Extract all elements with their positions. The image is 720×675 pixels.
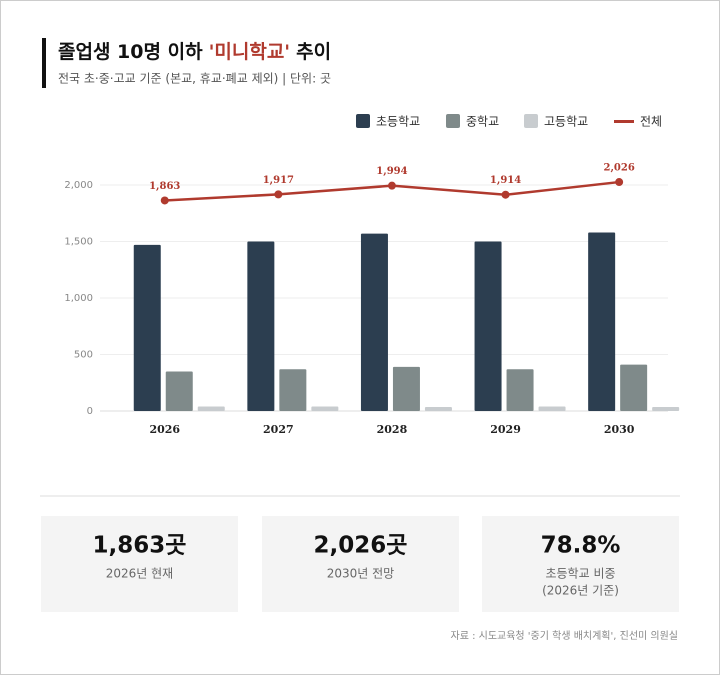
- point: [387, 181, 396, 190]
- bar: [392, 366, 420, 411]
- bar: [588, 232, 616, 411]
- bar: [424, 407, 452, 411]
- legend-label: 중학교: [466, 115, 499, 129]
- point: [615, 178, 624, 187]
- stat-value: 1,863곳: [93, 533, 187, 559]
- value-label: 1,914: [490, 175, 521, 186]
- stat-label: 2026년 현재: [106, 567, 173, 581]
- bar: [197, 406, 225, 411]
- bar: [360, 233, 388, 411]
- subtitle: 전국 초·중·고교 기준 (본교, 휴교·폐교 제외) | 단위: 곳: [58, 72, 331, 86]
- x-tick-label: 2030: [604, 423, 635, 436]
- value-label: 1,863: [149, 181, 180, 192]
- legend-swatch: [614, 120, 634, 123]
- stat-label: 초등학교 비중: [545, 567, 615, 581]
- value-label: 2,026: [603, 163, 634, 174]
- bar: [165, 371, 193, 411]
- point: [274, 190, 283, 199]
- stat-value: 78.8%: [541, 533, 621, 559]
- x-tick-label: 2028: [377, 423, 408, 436]
- title-suffix: 추이: [296, 41, 331, 63]
- bar: [247, 241, 275, 411]
- point: [160, 196, 169, 205]
- bar: [133, 244, 161, 411]
- bar: [652, 407, 680, 411]
- stat-card: [262, 516, 459, 612]
- legend-label: 고등학교: [544, 115, 588, 129]
- legend-label: 초등학교: [376, 115, 420, 129]
- stat-value: 2,026곳: [314, 533, 408, 559]
- title-highlight: '미니학교': [209, 41, 291, 63]
- value-label: 1,917: [263, 175, 294, 186]
- source: 자료 : 시도교육청 '중기 학생 배치계획', 진선미 의원실: [451, 630, 679, 642]
- bar: [538, 406, 566, 411]
- chart-title: 졸업생 10명 이하 '미니학교' 추이: [58, 41, 331, 63]
- title-text: 졸업생 10명 이하: [58, 41, 203, 63]
- y-tick-label: 1,000: [64, 293, 93, 304]
- stat-card: [41, 516, 238, 612]
- x-tick-label: 2027: [263, 423, 294, 436]
- x-tick-label: 2026: [149, 423, 180, 436]
- legend-swatch: [524, 114, 538, 128]
- bar: [506, 369, 534, 411]
- bar: [474, 241, 502, 411]
- bar: [620, 364, 648, 411]
- legend-label: 전체: [640, 115, 662, 129]
- y-tick-label: 500: [74, 350, 93, 361]
- stat-label: (2026년 기준): [542, 584, 619, 598]
- legend-swatch: [356, 114, 370, 128]
- y-tick-label: 1,500: [64, 237, 93, 248]
- value-label: 1,994: [376, 166, 407, 177]
- legend-swatch: [446, 114, 460, 128]
- stat-card: [482, 516, 679, 612]
- y-tick-label: 0: [87, 406, 93, 417]
- bar: [311, 406, 339, 411]
- point: [501, 190, 510, 199]
- bar: [279, 369, 307, 411]
- stat-label: 2030년 전망: [327, 567, 394, 581]
- y-tick-label: 2,000: [64, 180, 93, 191]
- x-tick-label: 2029: [490, 423, 521, 436]
- title-bar: [42, 38, 46, 88]
